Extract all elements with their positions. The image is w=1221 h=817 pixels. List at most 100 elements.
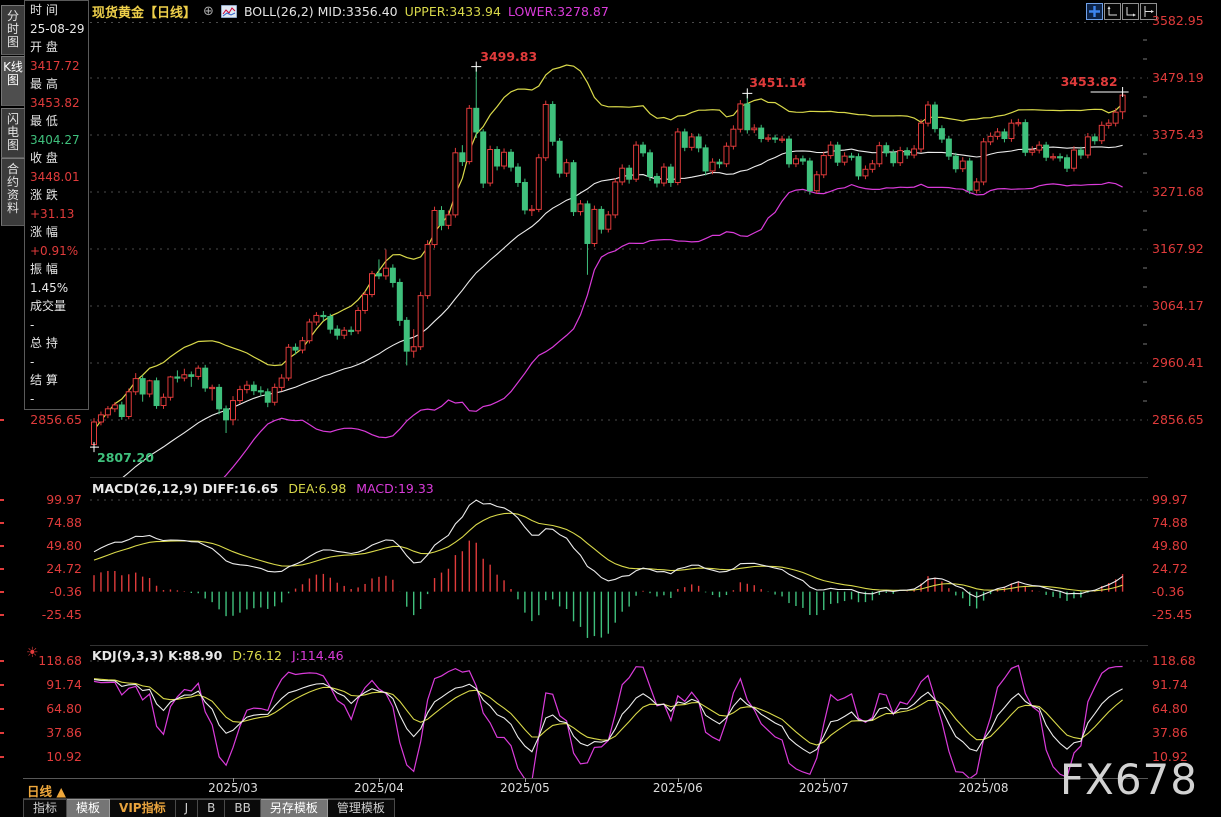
symbol-title: 现货黄金【日线】 bbox=[92, 2, 196, 21]
kdj-header: KDJ(9,3,3) K:88.90 D:76.12 J:114.46 bbox=[92, 648, 344, 663]
quote-label: 涨 幅 bbox=[30, 225, 58, 239]
bottom-tab-5[interactable]: B bbox=[198, 799, 226, 817]
macd-axis-label-left: 49.80 bbox=[46, 538, 82, 553]
sun-icon[interactable]: ☀ bbox=[26, 645, 39, 661]
sidebar-tab-4[interactable]: 合约资料 bbox=[1, 158, 25, 226]
quote-value: - bbox=[30, 354, 35, 369]
price-annotation: 3453.82 bbox=[1060, 73, 1118, 89]
quote-label: 总 持 bbox=[30, 336, 58, 350]
macd-axis-label-left: -25.45 bbox=[41, 607, 82, 622]
month-label: 2025/03 bbox=[208, 781, 258, 795]
macd-axis-label-right: -0.36 bbox=[1152, 583, 1185, 599]
main-price-chart[interactable] bbox=[90, 22, 1148, 477]
kdj-axis-label-left: 118.68 bbox=[38, 653, 82, 668]
main-axis-label: 3479.19 bbox=[1152, 70, 1204, 85]
month-tick bbox=[823, 778, 825, 782]
boll-lower-label: LOWER:3278.87 bbox=[507, 4, 609, 19]
price-annotation: 2807.20 bbox=[97, 450, 154, 466]
circle-plus-icon[interactable]: ⊕ bbox=[203, 4, 214, 19]
period-selector-button[interactable]: 日线 ▲ bbox=[27, 784, 66, 799]
quote-label: 开 盘 bbox=[30, 40, 58, 54]
macd-axis-label-left: 24.72 bbox=[46, 560, 82, 576]
kdj-axis-label-left: 64.80 bbox=[46, 701, 82, 716]
quote-value: 3417.72 bbox=[30, 58, 80, 73]
month-tick bbox=[233, 778, 234, 782]
month-label: 2025/05 bbox=[499, 781, 550, 795]
axis-edge-tick bbox=[0, 590, 4, 593]
quote-label: 最 高 bbox=[30, 77, 58, 91]
quote-value: - bbox=[30, 317, 35, 332]
macd-title: MACD(26,12,9) DIFF:16.65 bbox=[92, 481, 279, 496]
quote-label: 振 幅 bbox=[30, 262, 58, 276]
sidebar-tab-1[interactable]: 分时图 bbox=[1, 5, 25, 55]
quote-value: 3448.01 bbox=[30, 169, 80, 184]
macd-axis-label-left: -0.36 bbox=[49, 583, 82, 599]
kdj-j-label: J:114.46 bbox=[291, 648, 344, 663]
quote-value: 25-08-29 bbox=[30, 21, 85, 36]
axis-edge-tick bbox=[0, 756, 4, 758]
kdj-axis-label-right: 10.92 bbox=[1152, 749, 1188, 764]
kdj-axis-label-left: 37.86 bbox=[46, 725, 82, 740]
bottom-tab-6[interactable]: BB bbox=[225, 799, 261, 817]
symbol-name: 现货黄金 bbox=[92, 6, 145, 21]
bottom-tab-4[interactable]: J bbox=[175, 799, 199, 817]
quote-value: 3453.82 bbox=[30, 95, 80, 110]
quote-value: 3404.27 bbox=[30, 132, 80, 147]
kdj-axis-label-right: 37.86 bbox=[1152, 725, 1188, 740]
bottom-tab-2[interactable]: 模板 bbox=[67, 799, 111, 817]
kdj-axis-label-right: 118.68 bbox=[1152, 653, 1196, 668]
month-tick bbox=[677, 778, 679, 782]
quote-panel: 时 间 25-08-29 开 盘 3417.72 最 高 3453.82 最 低 3404.2… bbox=[24, 0, 89, 410]
bottom-tab-7[interactable]: 另存模板 bbox=[260, 799, 328, 817]
month-tick bbox=[378, 778, 380, 782]
main-axis-label: 2960.41 bbox=[1152, 354, 1204, 370]
main-axis-label: 3582.95 bbox=[1152, 13, 1204, 28]
bottom-tab-3[interactable]: VIP指标 bbox=[110, 799, 176, 817]
quote-value: +31.13 bbox=[30, 206, 75, 221]
bottom-tab-bar: 指标 模板 VIP指标 J B BB 另存模板 管理模板 bbox=[23, 798, 395, 817]
main-axis-label: 3064.17 bbox=[1152, 297, 1204, 313]
chart-toolbar bbox=[1086, 3, 1157, 20]
quote-label: 结 算 bbox=[30, 373, 58, 387]
quote-label: 涨 跌 bbox=[30, 188, 58, 202]
axis-edge-tick bbox=[0, 567, 4, 570]
macd-chart[interactable] bbox=[90, 478, 1148, 645]
kdj-chart[interactable] bbox=[90, 646, 1148, 778]
quote-label: 最 低 bbox=[30, 114, 58, 128]
quote-label: 收 盘 bbox=[30, 151, 58, 165]
sidebar-tab-2[interactable]: K线图 bbox=[1, 56, 25, 106]
period-label: 【日线】 bbox=[144, 6, 197, 21]
main-axis-label: 3375.43 bbox=[1152, 127, 1204, 142]
chart-header: 现货黄金【日线】 ⊕ BOLL(26,2) MID:3356.40 UPPER:… bbox=[92, 2, 609, 21]
axis-edge-tick bbox=[0, 499, 4, 501]
month-tick bbox=[524, 778, 526, 782]
kdj-axis-label-left: 10.92 bbox=[46, 749, 82, 764]
pan-right-icon[interactable] bbox=[1122, 3, 1139, 20]
main-axis-label: 2856.65 bbox=[1152, 412, 1204, 427]
x-axis-line bbox=[23, 778, 1148, 779]
crosshair-icon[interactable] bbox=[1086, 3, 1103, 20]
axis-edge-tick bbox=[0, 660, 4, 662]
macd-dea-label: DEA:6.98 bbox=[288, 481, 347, 496]
chart-type-icon[interactable] bbox=[220, 5, 237, 18]
kdj-axis-label-right: 64.80 bbox=[1152, 701, 1188, 716]
macd-macd-label: MACD:19.33 bbox=[356, 481, 434, 496]
shift-axis-icon[interactable] bbox=[1140, 3, 1157, 20]
pan-up-icon[interactable] bbox=[1104, 3, 1121, 20]
macd-axis-label-left: 99.97 bbox=[46, 492, 82, 507]
quote-label: 时 间 bbox=[30, 3, 58, 17]
fx678-watermark: FX678 bbox=[1059, 755, 1198, 804]
bottom-tab-1[interactable]: 指标 bbox=[23, 799, 68, 817]
kdj-title: KDJ(9,3,3) K:88.90 bbox=[92, 648, 223, 663]
quote-value: +0.91% bbox=[30, 243, 79, 258]
axis-edge-tick bbox=[0, 419, 4, 421]
macd-axis-label-right: 24.72 bbox=[1152, 560, 1188, 576]
bottom-tab-8[interactable]: 管理模板 bbox=[327, 799, 395, 817]
axis-edge-tick bbox=[0, 732, 4, 734]
axis-edge-tick bbox=[0, 522, 4, 524]
axis-edge-tick bbox=[0, 684, 4, 686]
month-tick bbox=[983, 778, 985, 782]
price-annotation: 3451.14 bbox=[749, 75, 807, 91]
sidebar-tab-3[interactable]: 闪电图 bbox=[1, 108, 25, 158]
